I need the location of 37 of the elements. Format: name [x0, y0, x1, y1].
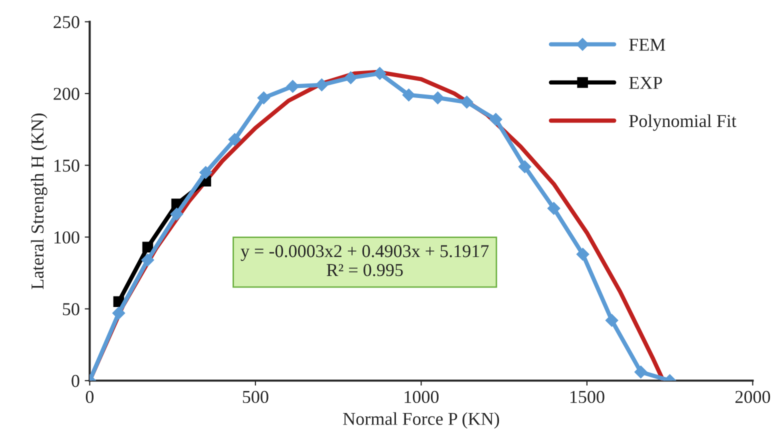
- point: [170, 208, 184, 221]
- x-tick-label: 1500: [570, 390, 604, 404]
- legend-label: FEM: [629, 38, 666, 51]
- y-axis-title: Lateral Strength H (KN): [30, 113, 48, 290]
- x-tick-label: 0: [86, 390, 94, 404]
- point: [315, 78, 328, 92]
- y-tick-label: 150: [54, 160, 80, 172]
- point: [199, 166, 212, 179]
- point: [460, 96, 474, 109]
- point: [344, 71, 358, 84]
- x-tick-label: 1000: [404, 390, 439, 404]
- point: [431, 91, 444, 104]
- y-tick-label: 0: [72, 374, 80, 388]
- y-tick-label: 200: [54, 88, 80, 100]
- x-axis-title: Normal Force P (KN): [343, 412, 500, 429]
- point: [402, 88, 416, 102]
- point: [518, 160, 532, 174]
- point: [634, 366, 648, 378]
- y-tick-label: 250: [54, 16, 80, 28]
- point: [142, 242, 154, 253]
- y-tick-label: 100: [54, 231, 80, 244]
- point: [547, 202, 560, 215]
- x-tick-label: 2000: [735, 390, 770, 404]
- point: [257, 91, 270, 104]
- point: [286, 80, 300, 93]
- legend-label: Polynomial Fit: [629, 114, 736, 131]
- point: [112, 306, 126, 320]
- point: [576, 248, 590, 261]
- annotation: y = -0.0003x2 + 0.4903x + 5.1917 R² = 0.995: [240, 245, 489, 276]
- legend-label: EXP: [629, 76, 662, 89]
- point: [605, 314, 618, 327]
- point: [489, 112, 502, 126]
- y-tick-label: 50: [62, 303, 80, 316]
- x-tick-label: 500: [242, 390, 268, 404]
- point: [373, 67, 386, 80]
- point: [228, 133, 242, 146]
- point: [141, 254, 154, 266]
